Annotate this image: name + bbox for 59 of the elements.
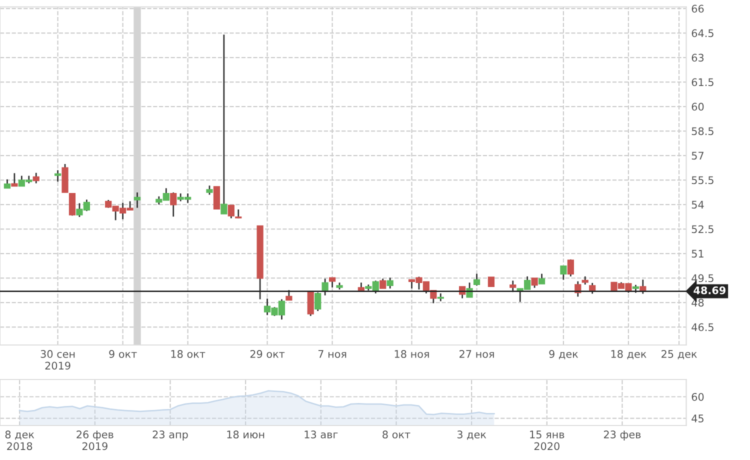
x-tick-label: 23 апр (152, 430, 188, 440)
candlestick (380, 278, 386, 290)
candlestick (134, 192, 141, 208)
x-tick-label: 30 сен 2019 (40, 350, 75, 370)
y-tick-label: 60 (692, 392, 704, 401)
x-tick-label: 23 фев (604, 430, 641, 440)
y-tick-label: 49.5 (692, 274, 714, 282)
x-tick-label: 18 окт (171, 350, 206, 358)
y-tick-label: 64.5 (692, 29, 714, 38)
candlestick (386, 277, 394, 290)
candlestick (286, 289, 292, 301)
x-tick-label: 8 окт (382, 430, 410, 438)
candlestick (213, 186, 220, 210)
candlestick (220, 34, 228, 215)
y-tick-label: 57 (692, 152, 704, 160)
x-tick-label: 18 дек (611, 350, 646, 360)
x-tick-label: 29 окт (250, 350, 285, 358)
x-tick-label: 27 ноя (460, 350, 494, 358)
y-tick-label: 51 (692, 250, 704, 258)
candlestick (314, 292, 322, 312)
x-tick-label: 8 дек 2018 (5, 430, 34, 450)
candlestick (11, 172, 18, 187)
candlestick (170, 192, 177, 218)
candlestick (206, 184, 213, 196)
candlestick (531, 277, 538, 289)
candlestick (567, 258, 574, 278)
candlestick (228, 204, 234, 219)
candlestick (328, 277, 336, 288)
ref-line-label: 48.69 (694, 286, 726, 294)
x-tick-label: 25 дек (662, 350, 697, 360)
y-tick-label: 61.5 (692, 78, 714, 86)
y-tick-label: 58.5 (692, 127, 714, 136)
candlestick (54, 170, 62, 182)
y-tick-label: 60 (692, 102, 704, 111)
candlestick (488, 276, 495, 287)
y-tick-label: 66 (692, 4, 704, 13)
candlestick (589, 282, 596, 294)
candlestick (68, 192, 76, 216)
x-tick-label: 13 авг (304, 430, 338, 438)
x-tick-label: 18 июн (227, 430, 264, 438)
x-tick-label: 3 дек (457, 430, 486, 440)
y-tick-label: 54 (692, 200, 704, 209)
x-tick-label: 15 янв 2020 (530, 430, 564, 450)
candlestick (538, 273, 546, 285)
candlestick (307, 292, 314, 317)
y-tick-label: 63 (692, 54, 704, 62)
y-tick-label: 52.5 (692, 225, 714, 234)
x-tick-label: 18 ноя (394, 350, 429, 358)
candlestick (322, 278, 328, 296)
x-tick-label: 9 окт (109, 350, 137, 358)
y-tick-label: 46.5 (692, 323, 714, 332)
x-tick-label: 26 фев 2019 (76, 430, 114, 450)
x-tick-label: 7 ноя (318, 350, 346, 358)
candlestick (32, 172, 40, 184)
x-tick-label: 9 дек (549, 350, 578, 360)
y-tick-label: 55.5 (692, 176, 714, 184)
candlestick (560, 265, 567, 280)
y-tick-label: 45 (692, 414, 704, 422)
candlestick (473, 273, 480, 286)
